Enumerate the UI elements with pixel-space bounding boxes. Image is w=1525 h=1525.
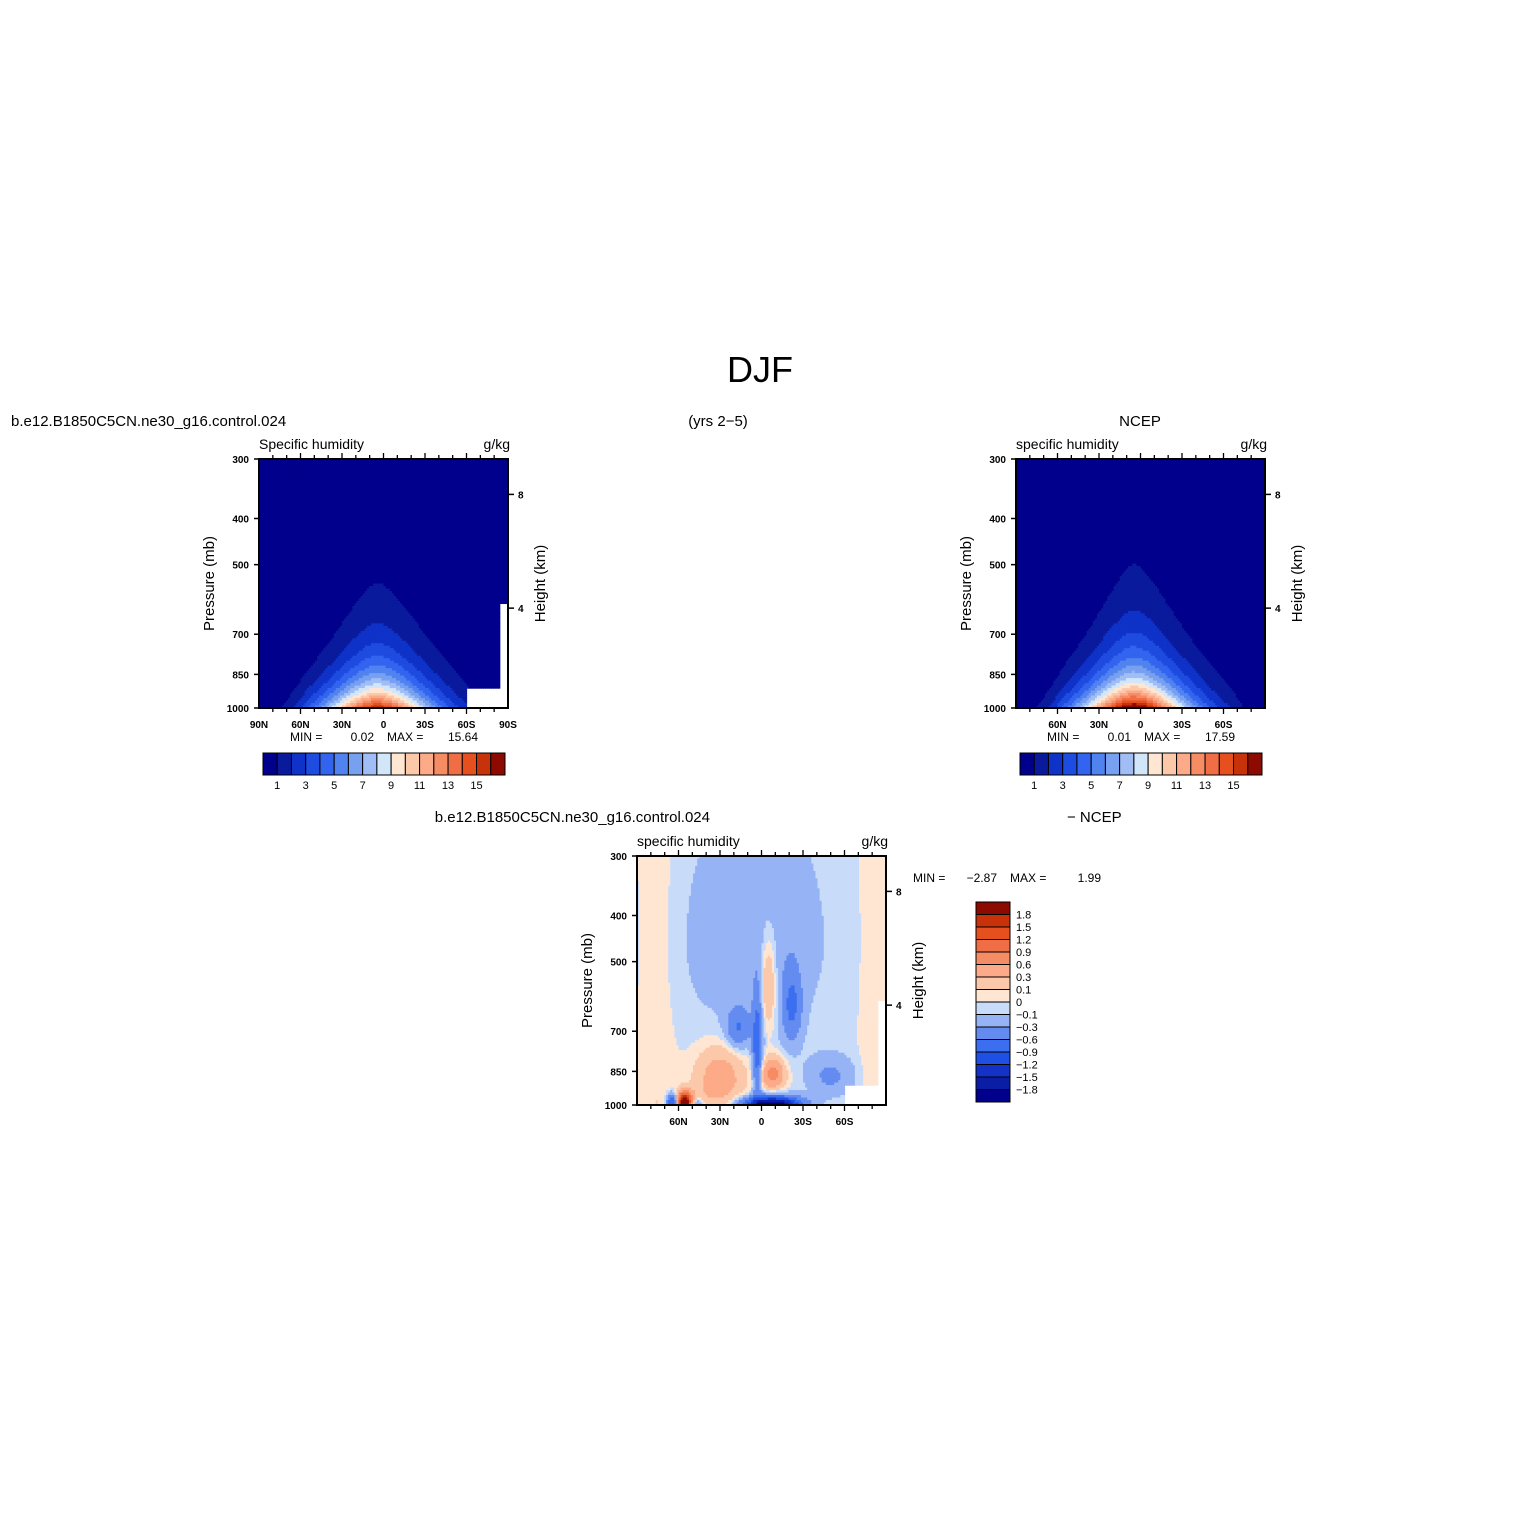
diff-left-title: b.e12.B1850C5CN.ne30_g16.control.024	[435, 809, 710, 826]
years-label: (yrs 2−5)	[688, 413, 748, 430]
case-name: b.e12.B1850C5CN.ne30_g16.control.024	[11, 413, 286, 430]
figure-title: DJF	[727, 349, 793, 390]
diff-right-title: − NCEP	[1067, 809, 1122, 826]
obs-name: NCEP	[1119, 413, 1161, 430]
